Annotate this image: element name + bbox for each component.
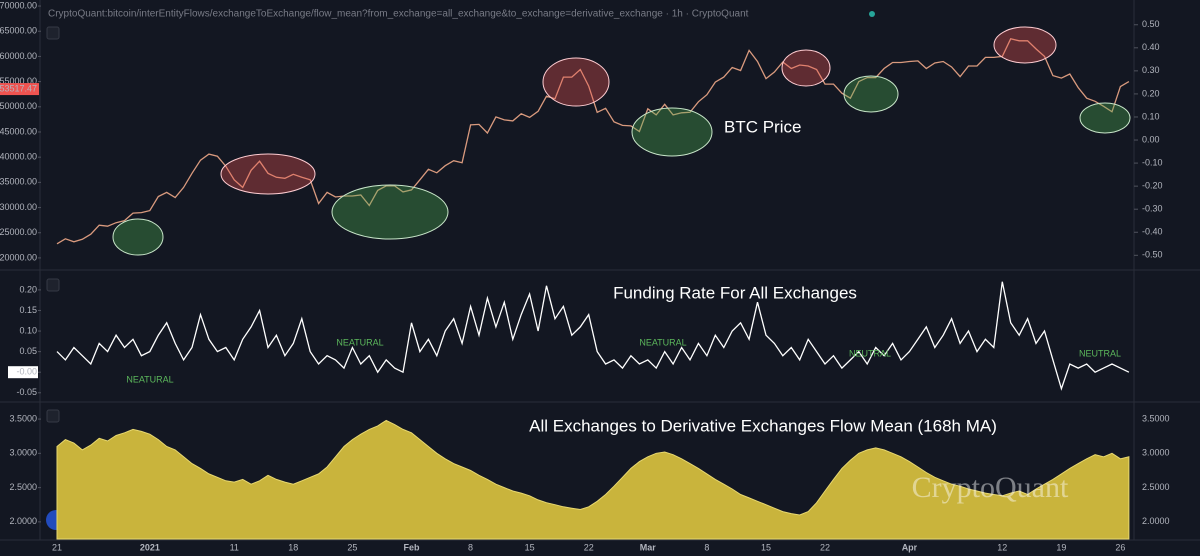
y-tick-label: 65000.00 (0, 26, 37, 36)
y-tick-label: 50000.00 (0, 101, 37, 111)
x-tick-label: 2021 (140, 542, 160, 552)
y2-tick-label: 0.30 (1142, 65, 1160, 75)
y-tick-highlight (8, 366, 38, 379)
y-tick-label-right: 2.5000 (1142, 482, 1170, 492)
support-highlight (631, 107, 713, 157)
annotation: NEATURAL (639, 337, 686, 347)
y2-tick-label: 0.50 (1142, 19, 1160, 29)
x-tick-label: 22 (820, 542, 830, 552)
panel-title: Funding Rate For All Exchanges (613, 283, 857, 302)
y-tick-label: 2.5000 (9, 482, 37, 492)
y-tick-label: 2.0000 (9, 516, 37, 526)
x-tick-label: 11 (230, 542, 239, 552)
x-tick-label: 15 (761, 542, 771, 552)
support-highlight (1079, 102, 1131, 134)
x-tick-label: 8 (704, 542, 709, 552)
collapse-button[interactable] (46, 278, 60, 292)
y-tick-label: 70000.00 (0, 0, 37, 10)
y-tick-label: 0.05 (19, 346, 37, 356)
y2-tick-label: 0.40 (1142, 42, 1160, 52)
y-tick-label: -0.00 (16, 367, 37, 377)
x-tick-label: 22 (584, 542, 594, 552)
y-tick-label-right: 2.0000 (1142, 516, 1170, 526)
support-highlight (331, 184, 449, 240)
y-tick-label: 0.10 (19, 325, 37, 335)
y-tick-label: 40000.00 (0, 152, 37, 162)
resistance-highlight (993, 26, 1057, 64)
resistance-highlight (220, 153, 316, 195)
area-series (56, 419, 1130, 540)
y2-tick-label: -0.40 (1142, 227, 1163, 237)
y-tick-label: 25000.00 (0, 227, 37, 237)
resistance-highlight (781, 49, 831, 87)
panel-title: All Exchanges to Derivative Exchanges Fl… (529, 416, 997, 435)
support-highlight (843, 75, 899, 113)
header: CryptoQuant:bitcoin/interEntityFlows/exc… (48, 9, 749, 20)
x-tick-label: 12 (997, 542, 1007, 552)
collapse-button[interactable] (46, 409, 60, 423)
y-tick-label: 55000.00 (0, 76, 37, 86)
y2-tick-label: -0.50 (1142, 250, 1163, 260)
x-tick-label: 26 (1115, 542, 1125, 552)
y-tick-label: -0.05 (16, 387, 37, 397)
y-tick-label: 60000.00 (0, 51, 37, 61)
collapse-button[interactable] (46, 26, 60, 40)
y2-tick-label: 0.00 (1142, 134, 1160, 144)
y-tick-label-right: 3.0000 (1142, 448, 1170, 458)
y-tick-label: 20000.00 (0, 252, 37, 262)
x-tick-label: 21 (52, 542, 62, 552)
annotation: NEUTRAL (1079, 348, 1121, 358)
y-tick-label: 0.20 (19, 284, 37, 294)
y2-tick-label: -0.10 (1142, 157, 1163, 167)
x-tick-label: 18 (288, 542, 298, 552)
y2-tick-label: -0.30 (1142, 204, 1163, 214)
x-tick-label: Mar (640, 542, 657, 552)
x-tick-label: 15 (525, 542, 535, 552)
annotation: NEUTRAL (849, 348, 891, 358)
y-tick-label: 45000.00 (0, 126, 37, 136)
annotation: NEATURAL (126, 374, 173, 384)
y-tick-label: 3.0000 (9, 448, 37, 458)
x-tick-label: 19 (1056, 542, 1066, 552)
status-dot (869, 11, 875, 17)
x-tick-label: 25 (347, 542, 357, 552)
price-tag-box (0, 83, 39, 96)
highlight-group (112, 26, 1131, 256)
annotation: NEATURAL (336, 337, 383, 347)
y2-tick-label: -0.20 (1142, 181, 1163, 191)
support-highlight (112, 218, 164, 256)
y-tick-label-right: 3.5000 (1142, 413, 1170, 423)
line-series (56, 281, 1130, 391)
resistance-highlight (542, 57, 610, 107)
y-tick-label: 0.15 (19, 305, 37, 315)
panel-title: BTC Price (724, 117, 801, 136)
y-tick-label: 3.5000 (9, 413, 37, 423)
x-tick-label: Apr (902, 542, 918, 552)
x-tick-label: 8 (468, 542, 473, 552)
line-series (56, 38, 1130, 245)
y2-tick-label: 0.10 (1142, 111, 1160, 121)
y2-tick-label: 0.20 (1142, 88, 1160, 98)
watermark: CryptoQuant (912, 471, 1069, 504)
price-tag: 53517.47 (0, 83, 37, 93)
y-tick-label: 30000.00 (0, 202, 37, 212)
y-tick-label: 35000.00 (0, 177, 37, 187)
x-tick-label: Feb (403, 542, 420, 552)
